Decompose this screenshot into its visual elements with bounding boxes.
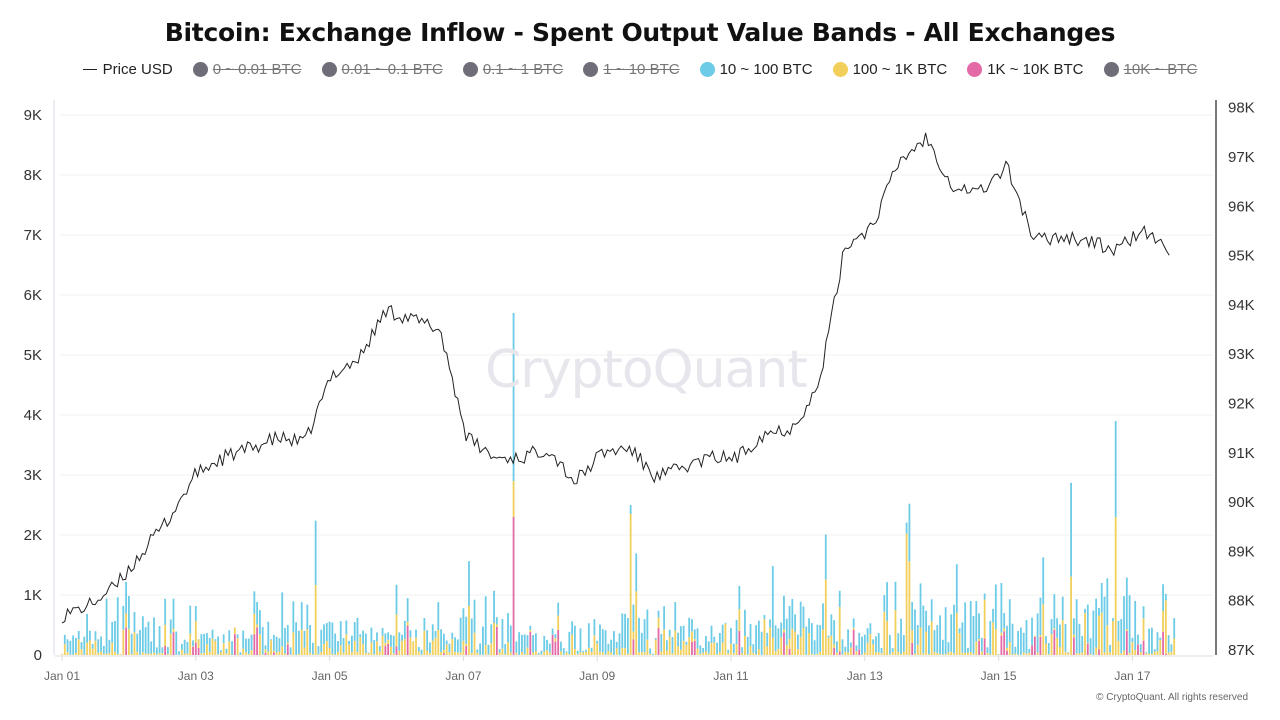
legend-label: 1K ~ 10K BTC <box>987 61 1084 78</box>
y-left-tick: 9K <box>24 107 42 124</box>
y-right-tick: 92K <box>1228 396 1255 413</box>
y-right-tick: 94K <box>1228 297 1255 314</box>
y-right-tick: 96K <box>1228 198 1255 215</box>
legend-label: Price USD <box>102 61 173 78</box>
legend-label: 0.01 ~ 0.1 BTC <box>341 61 443 78</box>
bar-series <box>61 313 1176 655</box>
circle-swatch-icon <box>1103 62 1119 77</box>
y-left-tick: 5K <box>24 347 42 364</box>
legend-item-1k-10k[interactable]: 1K ~ 10K BTC <box>967 61 1084 78</box>
legend-label: 100 ~ 1K BTC <box>852 61 948 78</box>
circle-swatch-icon <box>321 62 337 77</box>
x-tick: Jan 09 <box>579 669 615 683</box>
circle-swatch-icon <box>192 62 208 77</box>
y-left-tick: 7K <box>24 227 42 244</box>
legend-item-1-10[interactable]: 1 ~ 10 BTC <box>583 61 680 78</box>
legend-item-0.01-0.1[interactable]: 0.01 ~ 0.1 BTC <box>321 61 443 78</box>
y-left-tick: 8K <box>24 167 42 184</box>
y-left-tick: 0 <box>34 647 42 664</box>
y-right-tick: 87K <box>1228 642 1255 659</box>
y-left-tick: 2K <box>24 527 42 544</box>
legend-item-price-usd[interactable]: Price USD <box>82 61 173 78</box>
x-tick: Jan 13 <box>847 669 883 683</box>
y-right-tick: 91K <box>1228 445 1255 462</box>
circle-swatch-icon <box>583 62 599 77</box>
circle-swatch-icon <box>462 62 478 77</box>
x-tick: Jan 03 <box>178 669 214 683</box>
circle-swatch-icon <box>967 62 983 77</box>
y-left-tick: 1K <box>24 587 42 604</box>
y-right-tick: 89K <box>1228 543 1255 560</box>
x-tick: Jan 17 <box>1114 669 1150 683</box>
y-left-tick: 4K <box>24 407 42 424</box>
x-tick: Jan 15 <box>981 669 1017 683</box>
legend-item-10-100[interactable]: 10 ~ 100 BTC <box>699 61 813 78</box>
x-tick: Jan 07 <box>445 669 481 683</box>
y-right-tick: 95K <box>1228 248 1255 265</box>
legend-label: 1 ~ 10 BTC <box>603 61 680 78</box>
legend-item-0-0.01[interactable]: 0 ~ 0.01 BTC <box>192 61 302 78</box>
circle-swatch-icon <box>699 62 715 77</box>
y-left-tick: 3K <box>24 467 42 484</box>
chart-title: Bitcoin: Exchange Inflow - Spent Output … <box>164 18 1116 47</box>
circle-swatch-icon <box>832 62 848 77</box>
y-left-tick: 6K <box>24 287 42 304</box>
line-swatch-icon <box>82 69 97 70</box>
legend-item-0.1-1[interactable]: 0.1 ~ 1 BTC <box>462 61 564 78</box>
legend-item-100-1k[interactable]: 100 ~ 1K BTC <box>832 61 948 78</box>
legend-item-10k-plus[interactable]: 10K ~ BTC <box>1103 61 1198 78</box>
x-tick: Jan 05 <box>312 669 348 683</box>
price-line <box>61 132 1170 624</box>
chart-legend: Price USD 0 ~ 0.01 BTC 0.01 ~ 0.1 BTC 0.… <box>0 61 1280 78</box>
y-right-tick: 88K <box>1228 593 1255 610</box>
y-right-tick: 90K <box>1228 494 1255 511</box>
legend-label: 0 ~ 0.01 BTC <box>212 61 302 78</box>
legend-label: 0.1 ~ 1 BTC <box>482 61 564 78</box>
legend-label: 10 ~ 100 BTC <box>719 61 813 78</box>
y-right-tick: 97K <box>1228 149 1255 166</box>
copyright-notice: © CryptoQuant. All rights reserved <box>1096 692 1248 703</box>
y-right-tick: 98K <box>1228 100 1255 117</box>
x-tick: Jan 01 <box>44 669 80 683</box>
legend-label: 10K ~ BTC <box>1123 61 1198 78</box>
y-right-tick: 93K <box>1228 346 1255 363</box>
x-tick: Jan 11 <box>713 669 748 683</box>
